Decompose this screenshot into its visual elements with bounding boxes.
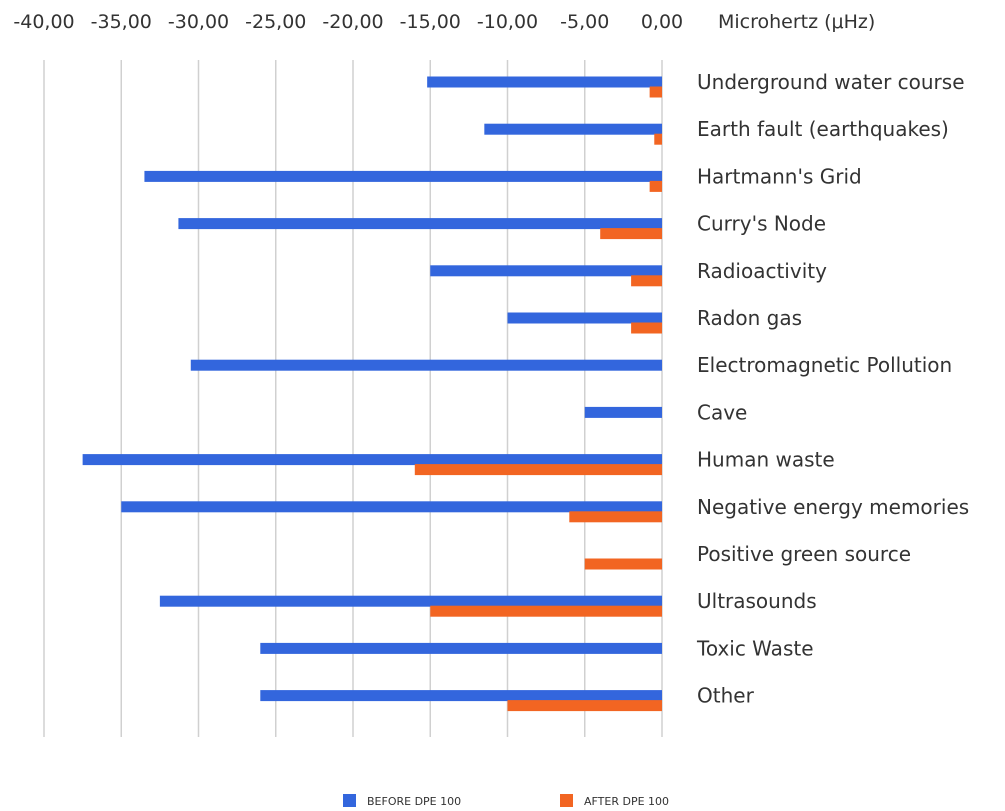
category-label: Curry's Node xyxy=(697,212,826,236)
legend-swatch xyxy=(343,794,356,807)
category-label: Toxic Waste xyxy=(696,636,814,660)
bar-after xyxy=(569,511,662,523)
category-label: Hartmann's Grid xyxy=(697,164,862,188)
bar-before xyxy=(430,265,662,277)
bar-after xyxy=(507,700,662,712)
bar-before xyxy=(144,170,663,182)
x-tick-label: -20,00 xyxy=(322,11,383,33)
category-labels: Underground water course Earth fault (ear… xyxy=(696,70,969,708)
legend: BEFORE DPE 100 AFTER DPE 100 xyxy=(343,794,669,808)
x-axis-unit-label: Microhertz (μHz) xyxy=(718,11,875,33)
category-label: Earth fault (earthquakes) xyxy=(697,117,949,141)
x-tick-label: -5,00 xyxy=(560,11,609,33)
x-axis-ticks: -40,00 -35,00 -30,00 -25,00 -20,00 -15,00 -10,… xyxy=(13,11,683,33)
bar-after xyxy=(649,180,662,192)
bar-after xyxy=(654,133,662,145)
category-label: Other xyxy=(697,684,755,708)
bar-after xyxy=(649,86,662,98)
x-tick-label: -25,00 xyxy=(245,11,306,33)
bar-before xyxy=(260,642,662,654)
bar-before xyxy=(484,123,662,135)
bar-after xyxy=(430,605,662,617)
x-tick-label: -10,00 xyxy=(477,11,538,33)
bar-after xyxy=(584,558,662,570)
x-tick-label: -35,00 xyxy=(91,11,152,33)
bar-before xyxy=(190,359,662,371)
category-label: Ultrasounds xyxy=(697,589,817,613)
legend-label: BEFORE DPE 100 xyxy=(367,795,461,808)
category-label: Underground water course xyxy=(697,70,965,94)
x-tick-label: 0,00 xyxy=(641,11,683,33)
bar-after xyxy=(631,275,662,287)
category-label: Radon gas xyxy=(697,306,802,330)
bar-before xyxy=(178,218,663,230)
category-label: Radioactivity xyxy=(697,259,827,283)
category-label: Cave xyxy=(697,400,747,424)
x-tick-label: -40,00 xyxy=(13,11,74,33)
bar-before xyxy=(427,76,662,88)
legend-label: AFTER DPE 100 xyxy=(584,795,669,808)
bar-before xyxy=(260,690,662,702)
bar-after xyxy=(414,464,662,476)
x-tick-label: -30,00 xyxy=(168,11,229,33)
bar-before xyxy=(159,595,662,607)
bar-after xyxy=(600,228,662,240)
bar-series xyxy=(82,76,663,712)
bar-before xyxy=(584,406,662,418)
category-label: Negative energy memories xyxy=(697,495,969,519)
bar-before xyxy=(507,312,662,324)
legend-swatch xyxy=(560,794,573,807)
category-label: Electromagnetic Pollution xyxy=(697,353,952,377)
gridlines xyxy=(43,60,663,737)
bar-before xyxy=(82,454,662,466)
bar-after xyxy=(631,322,662,334)
category-label: Positive green source xyxy=(697,542,911,566)
category-label: Human waste xyxy=(697,448,835,472)
bar-before xyxy=(121,501,662,513)
x-tick-label: -15,00 xyxy=(400,11,461,33)
